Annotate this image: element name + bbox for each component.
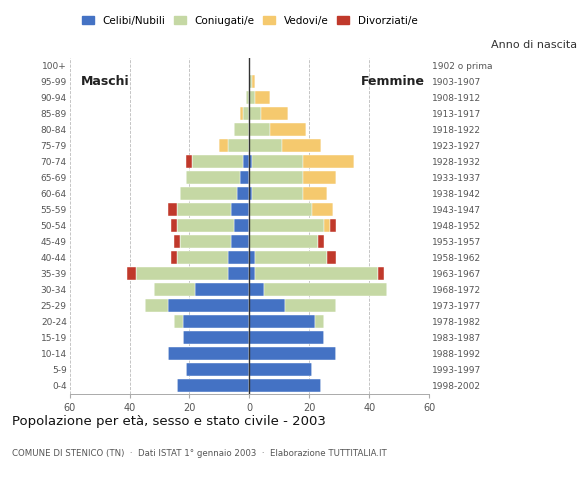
Bar [262,107,288,120]
Bar [183,315,249,328]
Bar [303,171,336,184]
Bar [378,267,384,280]
Bar [172,219,177,232]
Bar [244,107,249,120]
Bar [246,91,249,105]
Legend: Celibi/Nubili, Coniugati/e, Vedovi/e, Divorziati/e: Celibi/Nubili, Coniugati/e, Vedovi/e, Di… [82,16,417,26]
Bar [255,91,270,105]
Bar [249,171,303,184]
Bar [177,219,234,232]
Bar [252,75,255,88]
Bar [219,139,229,153]
Bar [285,299,336,312]
Bar [229,267,249,280]
Bar [136,267,229,280]
Bar [249,187,252,201]
Bar [154,283,195,296]
Bar [249,235,318,249]
Bar [240,171,249,184]
Bar [177,203,231,216]
Bar [249,203,313,216]
Bar [249,107,262,120]
Bar [244,155,249,168]
Bar [249,219,324,232]
Bar [249,123,270,136]
Bar [255,251,327,264]
Bar [180,235,231,249]
Bar [229,251,249,264]
Text: Maschi: Maschi [81,75,130,88]
Bar [249,75,252,88]
Bar [126,267,136,280]
Bar [316,315,324,328]
Bar [249,331,324,345]
Bar [144,299,169,312]
Bar [229,139,249,153]
Bar [187,363,249,376]
Bar [195,283,249,296]
Bar [175,315,183,328]
Bar [249,91,255,105]
Bar [183,331,249,345]
Bar [231,235,249,249]
Bar [282,139,321,153]
Bar [177,251,229,264]
Bar [249,139,282,153]
Text: Popolazione per età, sesso e stato civile - 2003: Popolazione per età, sesso e stato civil… [12,415,325,428]
Bar [249,283,264,296]
Bar [252,187,303,201]
Bar [303,155,354,168]
Bar [318,235,324,249]
Bar [240,107,244,120]
Bar [187,155,193,168]
Bar [264,283,387,296]
Bar [249,379,321,393]
Bar [169,299,249,312]
Bar [187,171,240,184]
Bar [231,203,249,216]
Bar [249,251,255,264]
Text: COMUNE DI STENICO (TN)  ·  Dati ISTAT 1° gennaio 2003  ·  Elaborazione TUTTITALI: COMUNE DI STENICO (TN) · Dati ISTAT 1° g… [12,449,386,458]
Bar [169,347,249,360]
Bar [303,187,327,201]
Bar [252,155,303,168]
Bar [249,315,316,328]
Bar [249,299,285,312]
Bar [324,219,331,232]
Bar [168,203,177,216]
Bar [270,123,306,136]
Bar [255,267,378,280]
Bar [175,235,180,249]
Text: Femmine: Femmine [361,75,425,88]
Bar [237,187,249,201]
Bar [249,347,336,360]
Bar [193,155,244,168]
Bar [313,203,333,216]
Bar [249,363,313,376]
Bar [249,267,255,280]
Bar [172,251,177,264]
Bar [327,251,336,264]
Bar [180,187,237,201]
Bar [331,219,336,232]
Bar [234,219,249,232]
Bar [249,155,252,168]
Bar [177,379,249,393]
Text: Anno di nascita: Anno di nascita [491,40,577,50]
Bar [234,123,249,136]
